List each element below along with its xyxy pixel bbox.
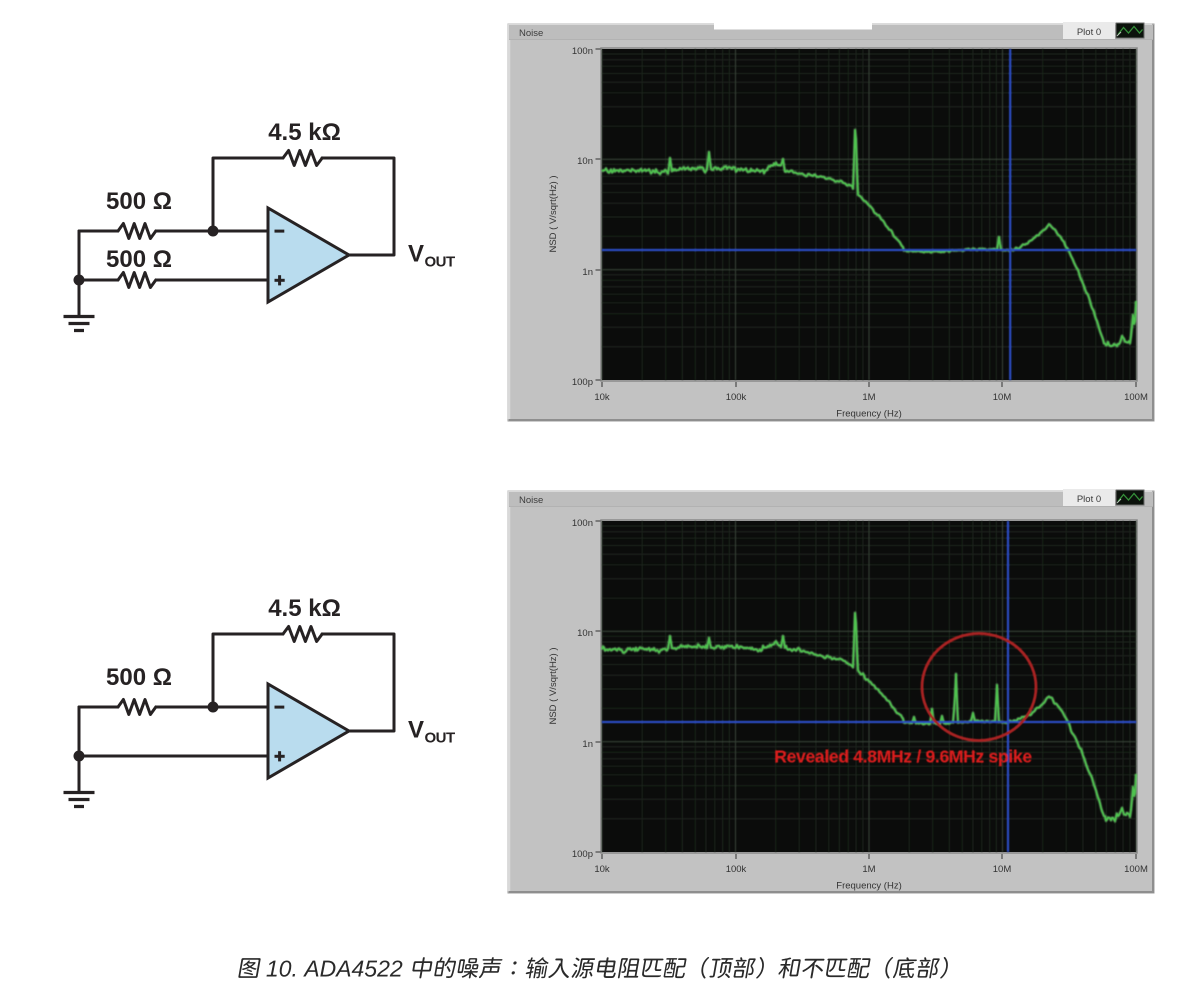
- svg-text:500 Ω: 500 Ω: [106, 188, 172, 215]
- svg-text:100n: 100n: [572, 518, 593, 529]
- svg-text:Frequency (Hz): Frequency (Hz): [836, 881, 901, 892]
- svg-text:10n: 10n: [577, 628, 593, 639]
- svg-text:1n: 1n: [582, 267, 593, 278]
- svg-text:100k: 100k: [726, 864, 747, 875]
- svg-text:Plot 0: Plot 0: [1077, 27, 1101, 38]
- svg-text:1M: 1M: [862, 392, 875, 403]
- svg-text:4.5 kΩ: 4.5 kΩ: [268, 595, 341, 622]
- svg-text:10n: 10n: [577, 156, 593, 167]
- svg-text:Revealed 4.8MHz / 9.6MHz spike: Revealed 4.8MHz / 9.6MHz spike: [774, 747, 1032, 767]
- svg-text:100n: 100n: [572, 46, 593, 57]
- svg-text:NSD ( V/sqrt(Hz) ): NSD ( V/sqrt(Hz) ): [548, 175, 559, 252]
- svg-text:Noise: Noise: [519, 495, 543, 506]
- svg-text:V: V: [408, 241, 424, 268]
- svg-text:4.5 kΩ: 4.5 kΩ: [268, 119, 341, 146]
- svg-text:100k: 100k: [726, 392, 747, 403]
- svg-text:10M: 10M: [993, 864, 1012, 875]
- svg-text:Plot 0: Plot 0: [1077, 494, 1101, 505]
- svg-text:100M: 100M: [1124, 392, 1148, 403]
- svg-text:500 Ω: 500 Ω: [106, 246, 172, 273]
- svg-text:OUT: OUT: [425, 730, 456, 747]
- svg-text:10k: 10k: [594, 392, 610, 403]
- svg-text:1n: 1n: [582, 739, 593, 750]
- svg-text:500 Ω: 500 Ω: [106, 664, 172, 691]
- svg-text:100p: 100p: [572, 377, 593, 388]
- svg-text:Noise: Noise: [519, 28, 543, 39]
- svg-text:10k: 10k: [594, 864, 610, 875]
- svg-text:V: V: [408, 717, 424, 744]
- svg-text:NSD ( V/sqrt(Hz) ): NSD ( V/sqrt(Hz) ): [548, 647, 559, 724]
- svg-text:100p: 100p: [572, 849, 593, 860]
- svg-text:OUT: OUT: [425, 254, 456, 271]
- svg-text:10M: 10M: [993, 392, 1012, 403]
- svg-text:1M: 1M: [862, 864, 875, 875]
- svg-text:Frequency (Hz): Frequency (Hz): [836, 409, 901, 420]
- svg-text:100M: 100M: [1124, 864, 1148, 875]
